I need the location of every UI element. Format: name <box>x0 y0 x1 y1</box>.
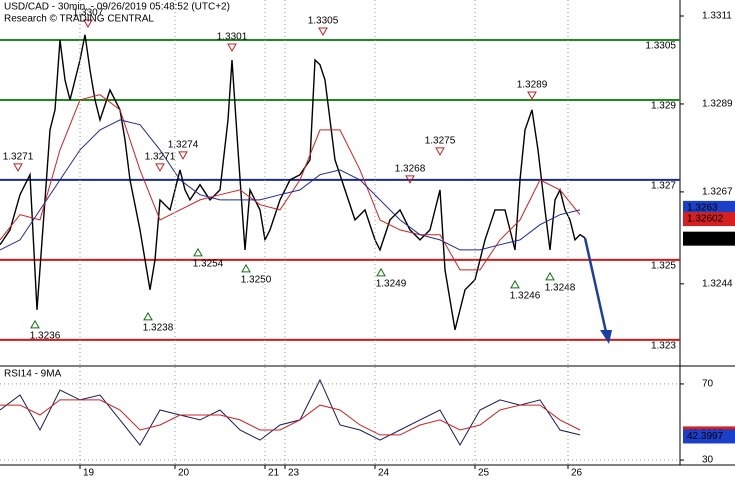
low-label: 1.3238 <box>143 322 174 333</box>
price-tag <box>683 212 735 227</box>
price-tag-label: 1.32553 <box>687 233 724 244</box>
price-tag-label: 42.3997 <box>687 431 724 442</box>
y-tick-label: 1.3244 <box>702 278 733 289</box>
y-tick-label: 70 <box>702 379 714 390</box>
high-marker <box>405 175 415 184</box>
panel-title: RSI14 - 9MA <box>4 369 62 380</box>
high-label: 1.3275 <box>425 136 456 147</box>
high-label: 1.3307 <box>73 8 104 19</box>
x-tick-label: 25 <box>478 468 490 479</box>
series-line <box>0 34 586 330</box>
level-label: 1.327 <box>651 181 676 192</box>
series-line <box>0 94 581 271</box>
high-marker <box>227 43 237 52</box>
chart-subtitle: Research © TRADING CENTRAL <box>4 14 154 25</box>
price-tag <box>683 429 735 444</box>
high-label: 1.3268 <box>395 164 426 175</box>
y-tick-label: 30 <box>702 455 714 466</box>
high-label: 1.3289 <box>517 80 548 91</box>
low-marker <box>376 267 386 277</box>
series-line <box>0 378 581 447</box>
price-tag <box>683 200 735 215</box>
level-label: 1.325 <box>651 260 676 271</box>
low-label: 1.3250 <box>241 274 272 285</box>
low-marker <box>30 319 40 329</box>
high-marker <box>155 163 165 172</box>
projection-arrow <box>583 237 608 333</box>
y-tick-label: 1.3267 <box>702 187 733 198</box>
x-tick-label: 24 <box>378 468 390 479</box>
series-line <box>0 399 581 436</box>
x-tick-label: 23 <box>288 468 300 479</box>
high-marker <box>178 151 188 160</box>
level-label: 1.329 <box>651 101 676 112</box>
x-tick-label: 20 <box>178 468 190 479</box>
price-tag-label: 1.32602 <box>687 214 724 225</box>
low-label: 1.3236 <box>30 330 61 341</box>
chart-title: USD/CAD - 30min. - 09/26/2019 05:48:52 (… <box>4 2 230 13</box>
high-label: 1.3301 <box>217 32 248 43</box>
low-label: 1.3248 <box>545 282 576 293</box>
low-label: 1.3246 <box>510 290 541 301</box>
arrow-head <box>600 330 612 344</box>
low-label: 1.3249 <box>376 278 407 289</box>
low-marker <box>143 311 153 321</box>
high-label: 1.3274 <box>168 140 199 151</box>
high-marker <box>13 163 23 172</box>
high-marker <box>435 147 445 156</box>
low-marker <box>510 279 520 289</box>
y-tick-label: 1.3289 <box>702 99 733 110</box>
y-tick-label: 1.3311 <box>702 11 732 22</box>
low-marker <box>545 271 555 281</box>
low-marker <box>193 247 203 257</box>
x-tick-label: 19 <box>83 468 95 479</box>
price-tag-label: 1.3263 <box>687 203 718 214</box>
level-label: 1.323 <box>651 340 676 351</box>
high-label: 1.3271 <box>3 152 34 163</box>
level-label: 1.3305 <box>645 41 676 52</box>
high-label: 1.3305 <box>308 16 339 27</box>
x-tick-label: 26 <box>571 468 583 479</box>
high-label: 1.3271 <box>145 152 176 163</box>
high-marker <box>318 27 328 36</box>
low-marker <box>241 263 251 273</box>
high-marker <box>83 19 93 28</box>
high-marker <box>527 91 537 100</box>
x-tick-label: 21 <box>268 468 280 479</box>
price-tag <box>683 231 735 246</box>
series-line <box>0 119 581 251</box>
low-label: 1.3254 <box>193 259 224 270</box>
